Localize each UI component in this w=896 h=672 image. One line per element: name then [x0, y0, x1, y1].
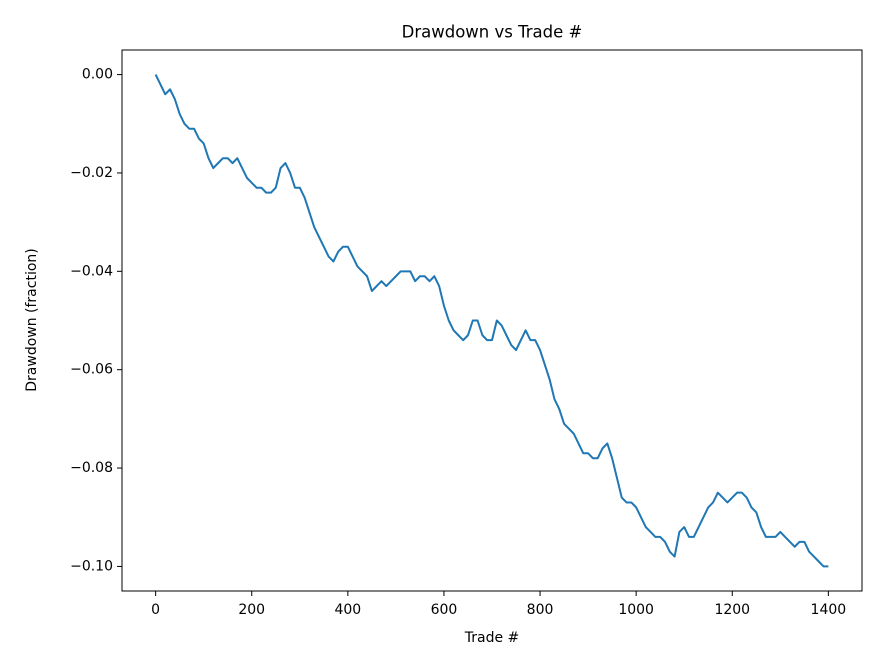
x-tick-label: 1200	[714, 602, 750, 618]
y-tick-label: −0.10	[70, 558, 113, 574]
y-tick-label: −0.06	[70, 362, 113, 378]
x-tick-label: 400	[334, 602, 361, 618]
x-tick-label: 1000	[618, 602, 654, 618]
line-series	[154, 74, 829, 568]
plot-frame	[121, 49, 863, 592]
x-tick-label: 0	[151, 602, 160, 618]
x-tick-label: 600	[431, 602, 458, 618]
x-tick-label: 200	[238, 602, 265, 618]
chart-title: Drawdown vs Trade #	[402, 23, 583, 42]
y-tick-label: 0.00	[82, 67, 113, 83]
y-tick-label: −0.08	[70, 460, 113, 476]
y-axis-label: Drawdown (fraction)	[24, 248, 40, 392]
y-tick-label: −0.02	[70, 165, 113, 181]
x-tick-label: 800	[527, 602, 554, 618]
x-tick-label: 1400	[811, 602, 847, 618]
x-axis-label: Trade #	[464, 630, 520, 646]
y-tick-label: −0.04	[70, 263, 113, 279]
